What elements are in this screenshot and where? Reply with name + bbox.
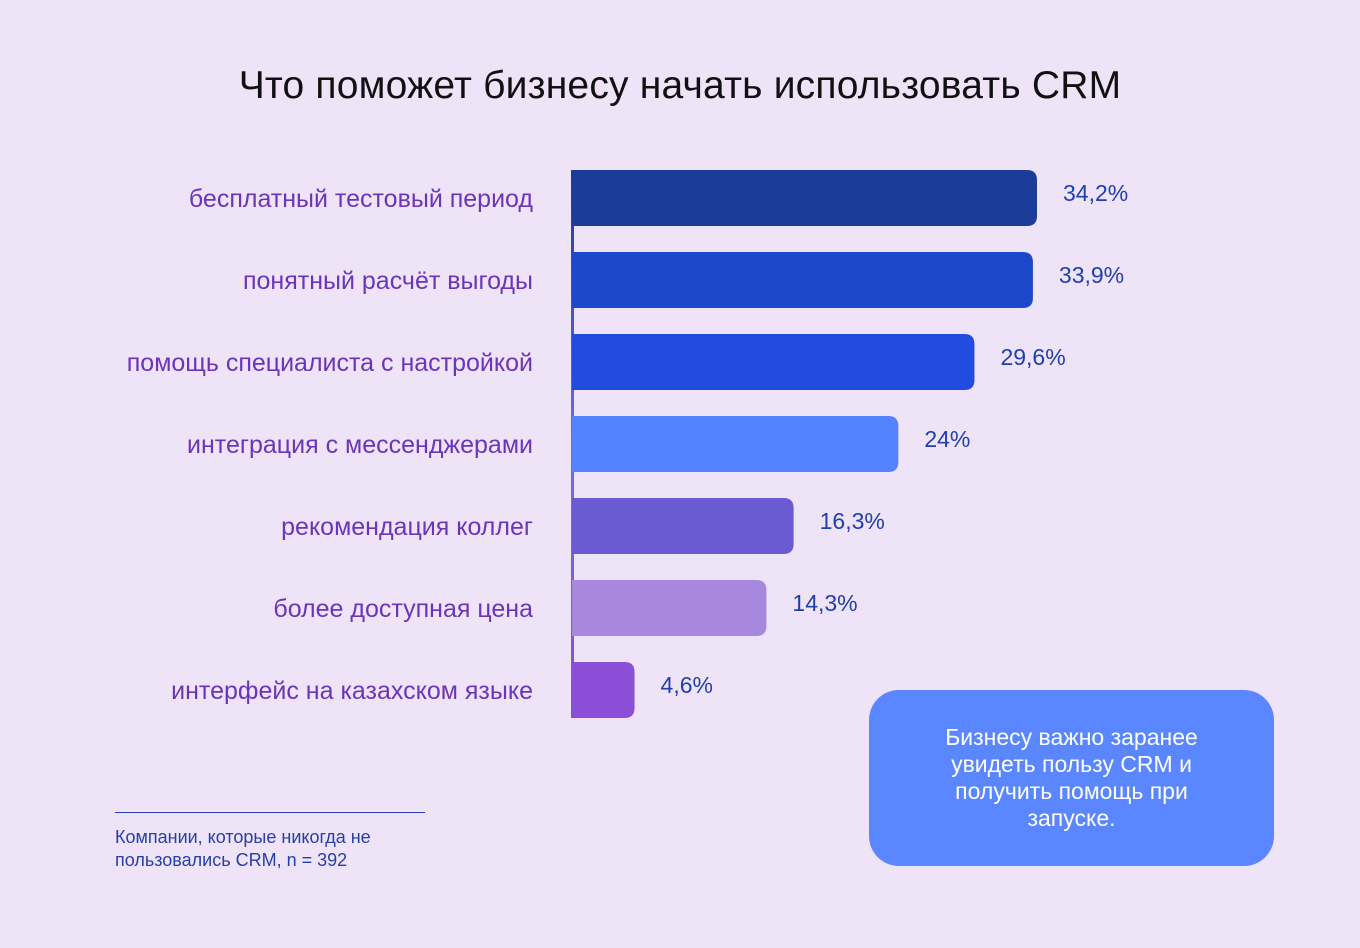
value-label-7: 4,6% [661,672,713,698]
value-label-1: 34,2% [1063,180,1128,206]
category-label-7: интерфейс на казахском языке [171,677,533,705]
bar-1 [572,170,1037,226]
sample-note: Компании, которые никогда не пользовалис… [115,827,371,870]
bars-group: бесплатный тестовый период 34,2% понятный … [127,170,1128,718]
category-label-6: более доступная цена [273,595,533,623]
chart-title: Что поможет бизнесу начать использовать … [238,64,1122,107]
bar-5 [572,498,794,554]
value-label-4: 24% [924,426,970,452]
category-label-3: помощь специалиста с настройкой [127,349,533,377]
note-divider [115,812,425,813]
value-label-6: 14,3% [792,590,857,616]
category-label-2: понятный расчёт выгоды [243,267,533,295]
bar-3 [572,334,975,390]
callout-text: Бизнесу важно заранее увидеть пользу CRM… [945,724,1198,831]
value-label-3: 29,6% [1000,344,1065,370]
category-label-1: бесплатный тестовый период [189,185,534,213]
value-label-5: 16,3% [820,508,885,534]
category-label-4: интеграция с мессенджерами [187,431,533,459]
bar-4 [572,416,899,472]
category-label-5: рекомендация коллег [281,513,533,541]
bar-2 [572,252,1033,308]
bar-6 [572,580,767,636]
bar-7 [572,662,635,718]
callout-box: Бизнесу важно заранее увидеть пользу CRM… [869,690,1274,866]
value-label-2: 33,9% [1059,262,1124,288]
